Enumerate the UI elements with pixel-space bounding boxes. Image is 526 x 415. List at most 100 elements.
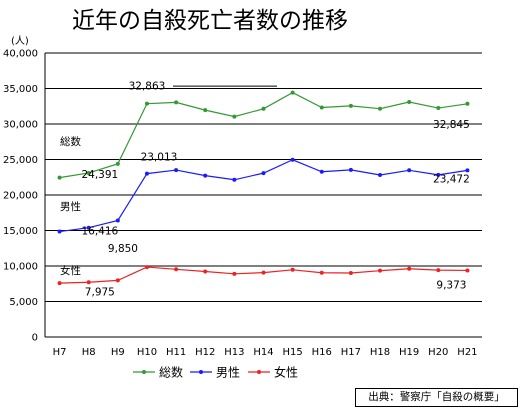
series-side-label: 男性 (60, 200, 81, 213)
series-point (348, 271, 353, 276)
series-point (261, 270, 266, 275)
series-point (436, 268, 441, 273)
y-tick-label: 15,000 (3, 226, 38, 237)
data-label: 24,391 (81, 169, 118, 181)
series-point (115, 278, 120, 283)
data-label: 32,863 (129, 81, 166, 93)
series-point (232, 114, 237, 119)
series-side-label: 総数 (60, 135, 81, 148)
x-tick-label: H17 (341, 347, 361, 358)
series-point (261, 106, 266, 111)
x-tick-label: H13 (224, 347, 244, 358)
series-point (203, 108, 208, 113)
series-point (465, 101, 470, 106)
x-tick-label: H16 (312, 347, 332, 358)
series-side-label: 女性 (60, 264, 81, 277)
series-point (407, 266, 412, 271)
series-point (144, 101, 149, 106)
series-point (203, 269, 208, 274)
series-point (378, 106, 383, 111)
source-note: 出典：警察庁「自殺の概要」 (355, 388, 518, 407)
y-tick-label: 5,000 (9, 297, 38, 308)
series-point (290, 267, 295, 272)
series-point (261, 171, 266, 176)
series-line (59, 266, 468, 284)
data-label: 9,373 (436, 279, 466, 291)
data-label: 23,472 (433, 173, 470, 185)
series-point (465, 168, 470, 173)
legend-marker (257, 370, 261, 374)
series-point (348, 103, 353, 108)
series-point (436, 172, 441, 177)
series-point (57, 281, 62, 286)
y-unit-label: (人) (11, 35, 29, 47)
x-tick-label: H11 (166, 347, 186, 358)
series-point (378, 173, 383, 178)
series-point (232, 271, 237, 276)
data-label: 32,845 (433, 119, 470, 131)
legend-label: 男性 (216, 366, 240, 380)
series-point (115, 218, 120, 223)
series-point (348, 167, 353, 172)
series-point (465, 268, 470, 273)
data-label: 23,013 (141, 152, 178, 164)
x-tick-label: H12 (195, 347, 215, 358)
series-point (86, 170, 91, 175)
y-tick-label: 30,000 (3, 120, 38, 131)
y-tick-label: 25,000 (3, 155, 38, 166)
series-point (436, 106, 441, 111)
series-point (174, 267, 179, 272)
series-point (290, 90, 295, 95)
series-line (59, 91, 468, 179)
series-point (144, 265, 149, 270)
data-label-layer: 24,391 32,863 32,845 総数 16,416 23,013 23,472 男性… (60, 81, 470, 299)
x-tick-label: H9 (111, 347, 125, 358)
x-tick-label: H18 (370, 347, 390, 358)
series-layer (57, 90, 470, 286)
x-tick-label: H21 (457, 347, 477, 358)
series-point (86, 225, 91, 230)
legend-marker (142, 370, 146, 374)
series-point (57, 175, 62, 180)
series-point (144, 171, 149, 176)
x-tick-label: H7 (53, 347, 67, 358)
x-tick-label: H8 (82, 347, 96, 358)
series-point (203, 173, 208, 178)
y-tick-label: 10,000 (3, 262, 38, 273)
legend-label: 女性 (274, 365, 298, 380)
series-point (407, 100, 412, 105)
y-tick-label: 35,000 (3, 84, 38, 95)
chart-title: 近年の自殺死亡者数の推移 (72, 8, 348, 34)
data-label: 16,416 (81, 225, 118, 237)
y-tick-label: 20,000 (3, 191, 38, 202)
x-tick-label: H10 (137, 347, 157, 358)
x-tick-label: H19 (399, 347, 419, 358)
series-point (319, 169, 324, 174)
series-point (174, 168, 179, 173)
x-tick-label: H15 (283, 347, 303, 358)
series-point (115, 161, 120, 166)
series-point (57, 229, 62, 234)
series-point (290, 157, 295, 162)
axis-layer: 0 5,000 10,000 15,000 20,000 25,000 30,000 35,0… (3, 49, 482, 358)
x-tick-label: H14 (253, 347, 273, 358)
series-point (319, 270, 324, 275)
legend-label: 総数 (159, 365, 183, 380)
grid-layer (45, 52, 482, 302)
series-point (319, 105, 324, 110)
legend: 総数 男性 女性 (133, 365, 298, 380)
series-point (86, 280, 91, 285)
series-point (232, 177, 237, 182)
series-line (59, 159, 468, 233)
y-tick-label: 40,000 (3, 49, 38, 60)
x-tick-label: H20 (428, 347, 448, 358)
y-tick-label: 0 (32, 333, 38, 344)
series-point (174, 100, 179, 105)
data-label: 7,975 (85, 286, 115, 298)
series-point (407, 168, 412, 173)
data-label: 9,850 (108, 243, 138, 255)
legend-marker (199, 370, 203, 374)
series-point (378, 268, 383, 273)
